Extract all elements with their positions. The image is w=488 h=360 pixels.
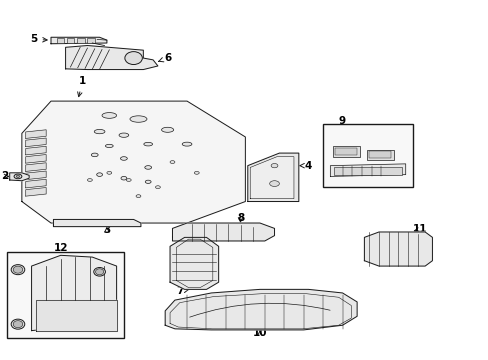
Bar — [333, 167, 402, 175]
Polygon shape — [22, 101, 245, 223]
Text: 2: 2 — [1, 171, 9, 181]
Ellipse shape — [136, 195, 141, 198]
Ellipse shape — [11, 265, 25, 275]
Ellipse shape — [94, 130, 105, 134]
Polygon shape — [250, 157, 293, 199]
Text: 5: 5 — [30, 35, 47, 44]
Bar — [368, 151, 390, 158]
Polygon shape — [26, 146, 46, 155]
Polygon shape — [26, 154, 46, 163]
Polygon shape — [53, 220, 141, 226]
Ellipse shape — [105, 144, 113, 148]
Ellipse shape — [95, 269, 103, 275]
Ellipse shape — [121, 176, 126, 180]
Ellipse shape — [13, 321, 22, 328]
Polygon shape — [330, 164, 405, 176]
Ellipse shape — [143, 142, 152, 146]
Polygon shape — [170, 237, 218, 289]
Bar — [7, 252, 123, 338]
Text: 6: 6 — [158, 53, 171, 63]
Ellipse shape — [161, 127, 173, 132]
Polygon shape — [10, 173, 29, 181]
Polygon shape — [51, 37, 107, 44]
Ellipse shape — [155, 186, 160, 189]
Text: 10: 10 — [252, 328, 266, 338]
Bar — [335, 148, 356, 155]
Ellipse shape — [91, 153, 98, 157]
Ellipse shape — [94, 267, 105, 276]
Polygon shape — [364, 232, 431, 266]
Ellipse shape — [130, 116, 147, 122]
Text: 9: 9 — [338, 116, 346, 126]
Polygon shape — [26, 188, 46, 196]
Ellipse shape — [170, 161, 175, 163]
Ellipse shape — [11, 319, 25, 329]
Bar — [67, 39, 74, 42]
Ellipse shape — [144, 166, 151, 169]
Ellipse shape — [182, 142, 191, 146]
Ellipse shape — [16, 175, 20, 177]
Text: 8: 8 — [236, 213, 244, 222]
Polygon shape — [26, 179, 46, 188]
Polygon shape — [65, 45, 158, 69]
Polygon shape — [26, 130, 46, 138]
Text: 3: 3 — [103, 225, 110, 235]
Bar — [366, 149, 393, 160]
Ellipse shape — [145, 180, 151, 183]
Ellipse shape — [13, 266, 22, 273]
Ellipse shape — [102, 113, 116, 118]
Text: 4: 4 — [299, 161, 311, 171]
Polygon shape — [247, 153, 298, 202]
Polygon shape — [32, 255, 116, 330]
Bar — [57, 39, 64, 42]
Bar — [332, 146, 359, 157]
Polygon shape — [26, 171, 46, 180]
Bar — [87, 39, 95, 42]
Bar — [77, 39, 84, 42]
Polygon shape — [165, 289, 356, 330]
Ellipse shape — [194, 171, 199, 174]
Ellipse shape — [269, 181, 279, 186]
Text: 11: 11 — [412, 225, 427, 234]
Polygon shape — [26, 138, 46, 147]
Ellipse shape — [107, 171, 112, 174]
Text: 12: 12 — [53, 243, 68, 253]
Ellipse shape — [97, 173, 102, 176]
Ellipse shape — [126, 179, 131, 181]
Ellipse shape — [14, 174, 22, 179]
Text: 7: 7 — [176, 286, 189, 296]
Ellipse shape — [120, 157, 127, 160]
Text: 1: 1 — [78, 76, 86, 96]
Polygon shape — [172, 223, 274, 241]
Ellipse shape — [119, 133, 128, 137]
Polygon shape — [37, 300, 116, 330]
Bar — [323, 125, 412, 187]
Ellipse shape — [87, 179, 92, 181]
Ellipse shape — [270, 163, 277, 168]
Ellipse shape — [124, 51, 142, 64]
Polygon shape — [26, 163, 46, 171]
